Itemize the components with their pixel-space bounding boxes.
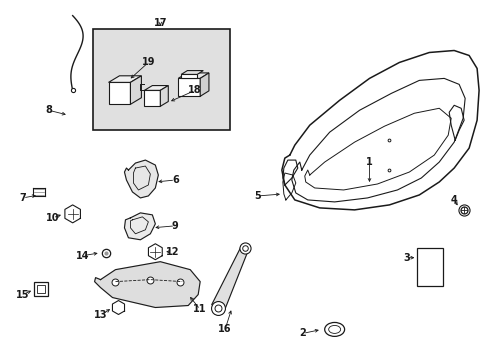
- Text: 9: 9: [172, 221, 178, 231]
- Polygon shape: [144, 86, 168, 90]
- Polygon shape: [211, 246, 248, 310]
- Text: 3: 3: [402, 253, 409, 263]
- Polygon shape: [200, 73, 208, 96]
- Polygon shape: [144, 90, 160, 106]
- Polygon shape: [94, 262, 200, 307]
- Polygon shape: [112, 301, 124, 315]
- Text: 17: 17: [153, 18, 167, 28]
- Polygon shape: [108, 82, 130, 104]
- Bar: [37, 285, 45, 293]
- Polygon shape: [178, 73, 208, 78]
- Polygon shape: [178, 78, 200, 96]
- Text: 2: 2: [299, 328, 305, 338]
- Text: 18: 18: [188, 85, 202, 95]
- Text: 1: 1: [366, 157, 372, 167]
- Text: 12: 12: [165, 247, 179, 257]
- Polygon shape: [124, 160, 158, 198]
- Polygon shape: [160, 86, 168, 106]
- Bar: [416, 248, 442, 285]
- Text: 8: 8: [45, 105, 52, 115]
- Polygon shape: [181, 75, 197, 78]
- Polygon shape: [124, 213, 155, 240]
- Polygon shape: [148, 244, 162, 260]
- Text: 13: 13: [94, 310, 107, 320]
- Ellipse shape: [328, 325, 340, 333]
- Polygon shape: [130, 76, 141, 104]
- Text: 15: 15: [16, 289, 30, 300]
- Text: 11: 11: [193, 305, 206, 315]
- Polygon shape: [108, 76, 141, 82]
- Text: 6: 6: [172, 175, 178, 185]
- Text: 7: 7: [20, 193, 26, 203]
- Text: 16: 16: [218, 324, 231, 334]
- Polygon shape: [181, 71, 203, 75]
- Text: 4: 4: [450, 195, 457, 205]
- Text: 10: 10: [46, 213, 60, 223]
- Text: 14: 14: [76, 251, 89, 261]
- Bar: [34, 282, 48, 296]
- Text: 19: 19: [142, 58, 155, 67]
- Polygon shape: [65, 205, 80, 223]
- Bar: [92, 28, 229, 130]
- Ellipse shape: [324, 323, 344, 336]
- Text: 5: 5: [254, 191, 261, 201]
